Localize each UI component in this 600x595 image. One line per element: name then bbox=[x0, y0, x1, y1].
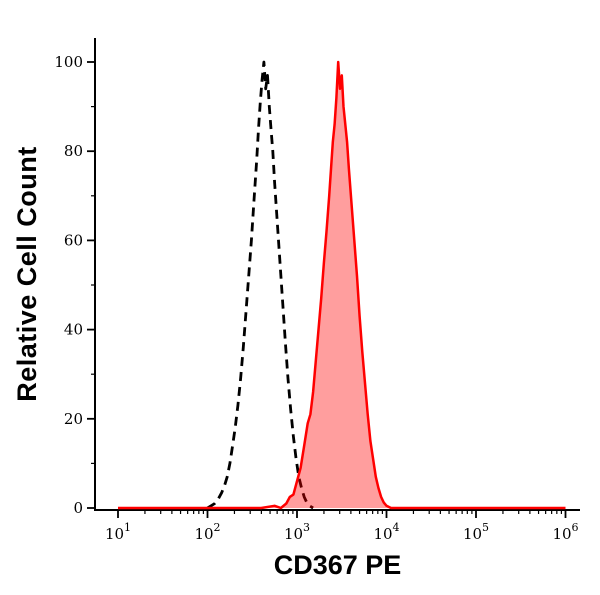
y-tick-label: 0 bbox=[73, 499, 83, 517]
x-tick-label: 101 bbox=[105, 521, 131, 543]
isotype-control-dashed-curve bbox=[206, 60, 314, 510]
x-tick-label: 105 bbox=[463, 521, 489, 543]
x-tick-label: 103 bbox=[284, 521, 310, 543]
y-axis-label: Relative Cell Count bbox=[12, 146, 42, 402]
x-axis-label: CD367 PE bbox=[273, 550, 402, 580]
y-tick-label: 40 bbox=[64, 321, 83, 339]
y-tick-label: 80 bbox=[64, 142, 83, 160]
x-tick-label: 106 bbox=[552, 521, 578, 543]
y-tick-label: 20 bbox=[64, 410, 83, 428]
cd367-pe-stained-red-filled-curve bbox=[118, 60, 566, 510]
x-tick-label: 104 bbox=[373, 521, 399, 543]
cd367-pe-stained-red-filled-fill bbox=[118, 62, 566, 508]
x-tick-label: 102 bbox=[194, 521, 220, 543]
y-tick-label: 100 bbox=[54, 53, 83, 71]
y-tick-label: 60 bbox=[64, 231, 83, 249]
